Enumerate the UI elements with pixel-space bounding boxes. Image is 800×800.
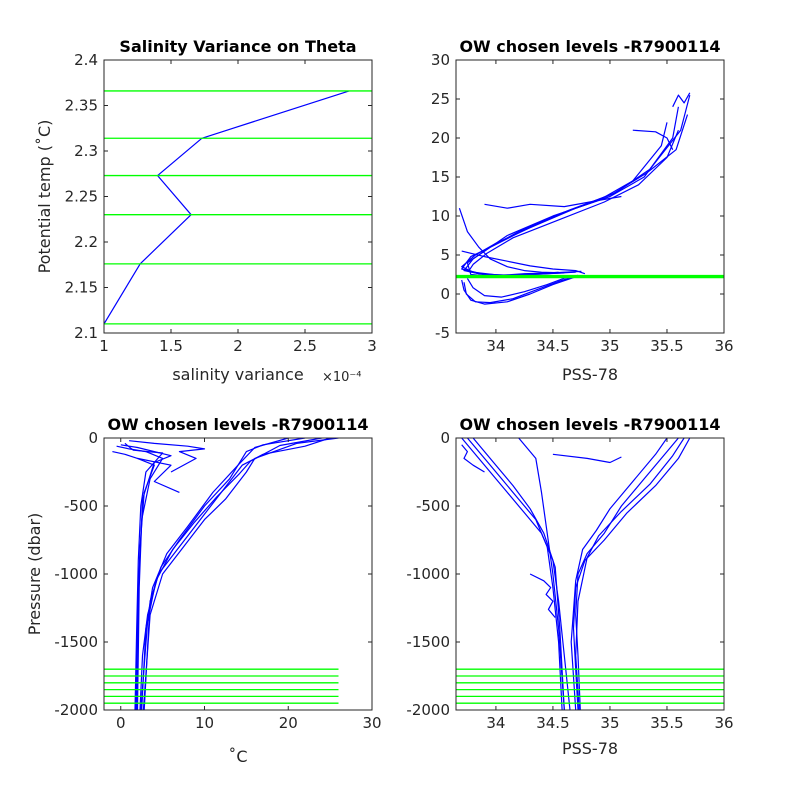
x-tick-label: 35 xyxy=(600,337,619,355)
plot-area xyxy=(456,438,724,710)
x-tick-label: 36 xyxy=(714,714,733,732)
series-line-9 xyxy=(120,444,172,710)
plot-area xyxy=(456,92,724,305)
chart-panel-3: 0 10 20 30 -2000 -1500 -1000 -500 0 OW chosen lev… xyxy=(25,415,382,766)
y-axis-label: Potential temp (˚C) xyxy=(35,120,54,274)
chart-title: OW chosen levels -R7900114 xyxy=(459,37,720,56)
series-line-5 xyxy=(467,129,679,277)
y-tick-label: 10 xyxy=(431,207,450,225)
series-line-7 xyxy=(472,438,565,710)
series-line-6 xyxy=(458,208,565,274)
x-tick-label: 2 xyxy=(233,337,243,355)
series-line-3 xyxy=(142,438,339,710)
y-tick-label: 0 xyxy=(440,429,450,447)
axes-frame xyxy=(455,59,725,334)
x-tick-label: 1.5 xyxy=(159,337,183,355)
y-tick-label: 5 xyxy=(440,246,450,264)
x-tick-label: 34.5 xyxy=(536,337,569,355)
series-line-8 xyxy=(518,438,565,710)
x-tick-label: 34.5 xyxy=(536,714,569,732)
y-tick-label: -1000 xyxy=(54,565,98,583)
series-line-4 xyxy=(575,438,685,710)
y-tick-label: 0 xyxy=(88,429,98,447)
series-line-7 xyxy=(461,276,576,305)
y-tick-label: 15 xyxy=(431,168,450,186)
series-line-11 xyxy=(484,195,622,209)
y-tick-label: -5 xyxy=(435,324,450,342)
y-tick-label: -1000 xyxy=(406,565,450,583)
y-tick-label: 2.1 xyxy=(74,324,98,342)
y-tick-label: 20 xyxy=(431,129,450,147)
series-line-2 xyxy=(572,438,691,710)
series-line-10 xyxy=(461,250,586,275)
series-line-10 xyxy=(129,440,206,473)
series-line-8 xyxy=(124,442,164,710)
x-tick-label: 30 xyxy=(362,714,381,732)
series-line-10 xyxy=(552,453,622,464)
x-tick-label: 35 xyxy=(600,714,619,732)
y-tick-label: 2.35 xyxy=(65,97,98,115)
series-line-9 xyxy=(466,275,571,298)
x-axis-exponent: ×10⁻⁴ xyxy=(322,370,362,385)
x-axis-label: PSS-78 xyxy=(562,739,618,758)
y-axis-label: Pressure (dbar) xyxy=(25,513,44,636)
series-line-3 xyxy=(570,438,668,710)
series-line-3 xyxy=(466,122,668,278)
x-tick-label: 3 xyxy=(367,337,377,355)
y-tick-label: 25 xyxy=(431,90,450,108)
y-tick-label: 2.3 xyxy=(74,142,98,160)
y-tick-label: 30 xyxy=(431,51,450,69)
chart-panel-1: 1 1.5 2 2.5 3 2.1 2.15 2.2 2.25 2.3 2.35 2.4 Salinit… xyxy=(35,37,377,385)
y-tick-label: -2000 xyxy=(406,701,450,719)
y-tick-label: -1500 xyxy=(406,633,450,651)
series-line-11 xyxy=(137,457,180,493)
x-tick-label: 36 xyxy=(714,337,733,355)
series-line-11 xyxy=(529,573,556,618)
x-tick-label: 35.5 xyxy=(650,714,683,732)
plot-area xyxy=(104,90,372,325)
y-tick-label: -500 xyxy=(416,497,450,515)
x-axis-label: salinity variance xyxy=(172,365,303,384)
y-tick-label: -1500 xyxy=(54,633,98,651)
chart-panel-2: 34 34.5 35 35.5 36 -5 0 5 10 15 20 25 30 OW chosen le… xyxy=(431,37,734,384)
y-tick-label: -500 xyxy=(64,497,98,515)
series-line-13 xyxy=(672,92,691,108)
chart-title: Salinity Variance on Theta xyxy=(119,37,356,56)
y-tick-label: 0 xyxy=(440,285,450,303)
x-tick-label: 35.5 xyxy=(650,337,683,355)
x-tick-label: 34 xyxy=(486,337,505,355)
series-line-12 xyxy=(632,129,674,150)
chart-title: OW chosen levels -R7900114 xyxy=(107,415,368,434)
y-tick-label: 2.4 xyxy=(74,51,98,69)
series-line-2 xyxy=(461,94,691,277)
series-line-5 xyxy=(140,438,322,710)
series-line-8 xyxy=(463,274,579,304)
y-tick-label: 2.25 xyxy=(65,188,98,206)
series-line-9 xyxy=(461,444,485,473)
x-tick-label: 34 xyxy=(486,714,505,732)
plot-area xyxy=(104,438,339,710)
y-tick-label: -2000 xyxy=(54,701,98,719)
series-line-5 xyxy=(461,438,571,710)
series-line-1 xyxy=(104,90,350,325)
axes-frame xyxy=(103,59,373,334)
x-axis-label: PSS-78 xyxy=(562,365,618,384)
x-tick-label: 20 xyxy=(279,714,298,732)
x-tick-label: 1 xyxy=(99,337,109,355)
series-line-4 xyxy=(461,114,689,276)
y-tick-label: 2.15 xyxy=(65,279,98,297)
chart-title: OW chosen levels -R7900114 xyxy=(459,415,720,434)
x-tick-label: 0 xyxy=(116,714,126,732)
chart-panel-4: 34 34.5 35 35.5 36 -2000 -1500 -1000 -500 0 OW cho… xyxy=(406,415,733,758)
y-tick-label: 2.2 xyxy=(74,233,98,251)
x-tick-label: 10 xyxy=(195,714,214,732)
series-line-1 xyxy=(463,106,679,276)
x-axis-label: ˚C xyxy=(228,747,247,766)
x-tick-label: 2.5 xyxy=(293,337,317,355)
